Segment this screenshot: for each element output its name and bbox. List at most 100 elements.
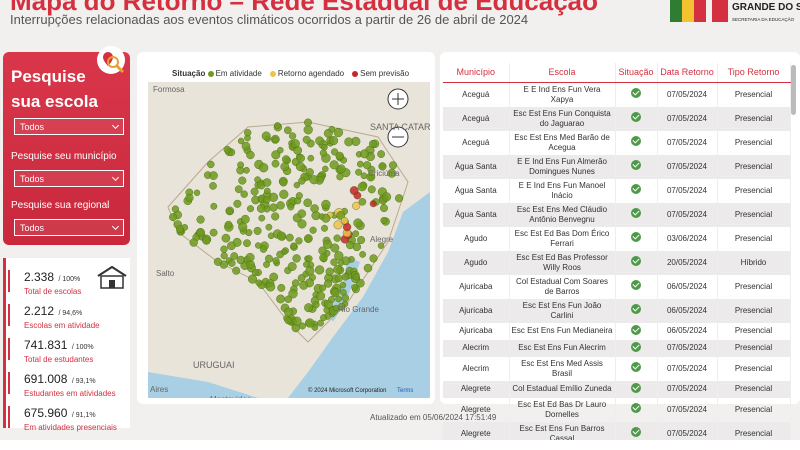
school-point	[280, 162, 290, 172]
zoom-in[interactable]	[387, 88, 409, 110]
school-point	[296, 154, 305, 163]
status	[615, 274, 658, 299]
return-date: 07/05/2024	[657, 397, 718, 422]
school-point	[227, 241, 236, 251]
status-icon	[631, 136, 641, 146]
logo-dept: SECRETARIA DA EDUCAÇÃO	[732, 16, 795, 22]
place-label: Rio Grande	[338, 305, 379, 314]
school-icon	[97, 265, 127, 289]
stat: 675.960 / 91,1% Em atividades presenciais	[8, 404, 117, 432]
municipality: Alegrete	[443, 380, 510, 398]
school-point	[381, 192, 392, 202]
status-icon	[631, 112, 641, 122]
logo: GRANDE DO SUL SECRETARIA DA EDUCAÇÃO	[670, 0, 800, 22]
return-type: Presencial	[717, 274, 791, 299]
school-point	[209, 171, 218, 180]
column-header: Escola	[509, 63, 616, 83]
school-point	[259, 245, 268, 253]
status	[615, 178, 658, 203]
zoom-out[interactable]	[387, 126, 409, 148]
school-point	[333, 220, 343, 230]
school-point	[330, 243, 340, 253]
school-point	[271, 159, 280, 168]
municipality: Água Santa	[443, 178, 510, 203]
map-terms[interactable]: Terms	[397, 388, 413, 394]
legend-dot	[207, 71, 214, 77]
school-point	[267, 232, 275, 240]
stat-share: / 100%	[71, 344, 94, 351]
scrollbar[interactable]	[791, 65, 796, 115]
school-point	[307, 154, 315, 162]
return-type: Presencial	[717, 178, 791, 203]
school-point	[369, 200, 377, 208]
school-point	[328, 296, 335, 303]
school-point	[251, 269, 259, 277]
legend-title: Situação	[172, 69, 206, 78]
table-row: Alegrete Col Estadual Emílio Zuneda 07/05/…	[443, 380, 791, 398]
school-point	[276, 201, 285, 210]
school: Esc Est Ens Med Cláudio Antônio Benvegnu	[509, 202, 616, 227]
school-point	[297, 219, 307, 229]
return-date: 07/05/2024	[657, 106, 718, 131]
table-row: Ajuricaba Esc Est Ens Fun Medianeira 06/05…	[443, 322, 791, 340]
school-point	[324, 279, 333, 288]
municipality-select[interactable]: Todos	[14, 170, 124, 187]
table-row: Aceguá E E Ind Ens Fun Vera Xapya 07/05/20…	[443, 82, 791, 107]
school-point	[263, 196, 271, 204]
school-point	[202, 236, 211, 245]
stat-share: / 94,6%	[58, 310, 83, 317]
place-label: Salto	[156, 269, 175, 278]
column-header: Município	[443, 63, 510, 83]
table-row: Ajuricaba Esc Est Ens Fun João Carlini 06/…	[443, 298, 791, 323]
stat-label: Escolas em atividade	[24, 321, 100, 330]
status	[615, 380, 658, 398]
school-point	[333, 127, 344, 138]
school-point	[263, 205, 271, 213]
return-type: Presencial	[717, 356, 791, 381]
school-select[interactable]: Todos	[14, 118, 124, 135]
school-point	[319, 253, 328, 262]
school-point	[353, 218, 363, 228]
school-point	[356, 160, 364, 168]
status-icon	[631, 427, 641, 437]
table-row: Água Santa E E Ind Ens Fun Manoel Inácio 0…	[443, 178, 791, 203]
legend-item: Retorno agendado	[269, 69, 348, 78]
return-type: Presencial	[717, 82, 791, 107]
school-point	[292, 316, 302, 326]
school-point	[395, 194, 404, 203]
return-date: 03/06/2024	[657, 226, 718, 251]
school-table: Município Escola Situação Data Retorno Tipo …	[443, 63, 791, 446]
table-row: Aceguá Esc Est Ens Fun Conquista do Jagua…	[443, 106, 791, 131]
page-title: Mapa do Retorno – Rede Estadual de Educa…	[10, 0, 599, 16]
school-point	[238, 222, 248, 232]
school: Esc Est Ens Fun João Carlini	[509, 298, 616, 323]
return-date: 06/05/2024	[657, 274, 718, 299]
regional-select[interactable]: Todos	[14, 219, 124, 236]
school-point	[316, 291, 326, 301]
return-date: 06/05/2024	[657, 298, 718, 323]
school-point	[209, 182, 217, 190]
school-point	[335, 295, 342, 303]
school-point	[243, 239, 251, 248]
school-point	[355, 168, 363, 176]
school-point	[258, 214, 266, 222]
school: Col Estadual Com Soares de Barros	[509, 274, 616, 299]
status-icon	[631, 362, 641, 372]
school-point	[322, 165, 329, 173]
stat-value: 2.338	[24, 270, 55, 284]
status-icon	[631, 208, 641, 218]
school-point	[228, 259, 236, 267]
school-point	[176, 225, 184, 234]
stat-value: 2.212	[24, 304, 55, 318]
status	[615, 154, 658, 179]
map-attribution: © 2024 Microsoft Corporation	[308, 387, 386, 394]
school-point	[253, 226, 262, 235]
school-point	[335, 151, 344, 161]
school-point	[293, 181, 301, 189]
school-point	[255, 279, 263, 287]
municipality: Ajuricaba	[443, 274, 510, 299]
school: Esc Est Ed Bas Dom Érico Ferrari	[509, 226, 616, 251]
school-point	[169, 213, 177, 222]
school-point	[279, 178, 288, 187]
legend-dot	[352, 71, 359, 77]
